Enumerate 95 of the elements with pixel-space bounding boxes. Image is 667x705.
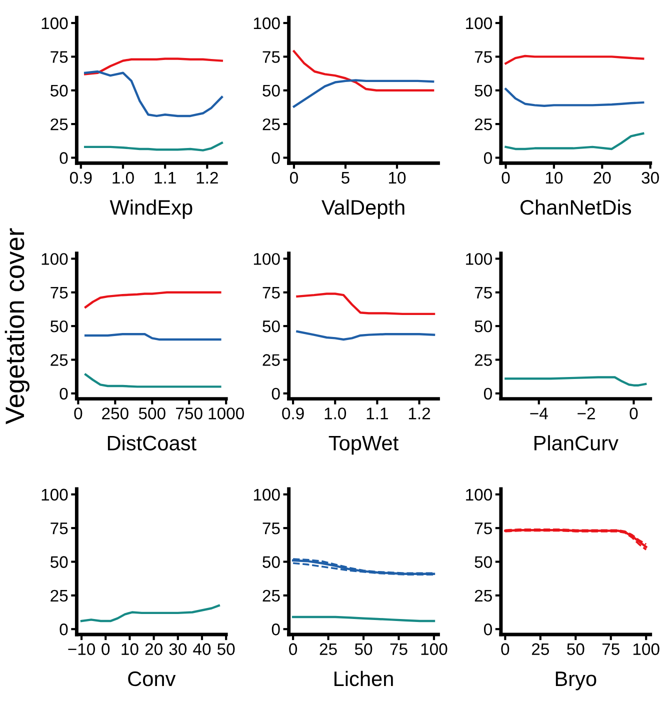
x-tick-label: 5 <box>342 172 350 184</box>
x-tick-label: 50 <box>567 643 584 656</box>
y-tick-label: 50 <box>474 84 492 97</box>
x-tick-label: 0 <box>290 172 298 184</box>
y-tick-label: 100 <box>42 253 68 265</box>
x-tick-label: 10 <box>389 172 406 184</box>
x-tick-label: 20 <box>145 643 162 656</box>
x-tick-label: 1.2 <box>196 172 218 184</box>
y-tick-label: 75 <box>474 522 492 534</box>
x-tick-label: 1.1 <box>154 172 176 184</box>
x-tick-label: 75 <box>390 643 408 656</box>
x-axis-title: Conv <box>128 671 176 686</box>
y-tick-label: 75 <box>474 286 492 299</box>
x-axis-title: DistCoast <box>108 435 196 450</box>
y-axis-title: Vegetation cover <box>4 228 30 424</box>
y-tick-label: 75 <box>50 51 68 63</box>
y-tick-label: 100 <box>254 488 280 501</box>
y-tick-label: 25 <box>262 590 280 602</box>
x-tick-label: 1.0 <box>324 408 346 420</box>
y-tick-label: 50 <box>474 320 492 332</box>
x-axis-title: ValDepth <box>322 199 404 219</box>
x-tick-label: 20 <box>594 172 611 184</box>
y-tick-label: 50 <box>50 320 68 332</box>
x-axis-title: TopWet <box>328 436 398 455</box>
x-tick-label: 25 <box>532 643 549 656</box>
y-tick-label: 100 <box>254 253 280 265</box>
x-tick-label: 40 <box>193 643 211 656</box>
y-tick-label: 0 <box>272 624 280 636</box>
y-tick-label: 75 <box>50 286 68 299</box>
x-tick-label: 100 <box>633 643 660 656</box>
x-tick-label: 750 <box>176 408 202 420</box>
x-tick-label: 0 <box>74 408 82 420</box>
x-tick-label: 10 <box>122 643 138 656</box>
x-tick-label: 0 <box>501 643 510 656</box>
x-tick-label: −10 <box>68 643 96 656</box>
y-tick-label: 100 <box>466 17 492 30</box>
y-tick-label: 0 <box>484 624 492 636</box>
y-tick-label: 50 <box>262 320 280 332</box>
y-tick-label: 50 <box>50 84 68 97</box>
y-tick-label: 0 <box>60 152 68 164</box>
y-tick-label: 25 <box>50 354 68 366</box>
x-tick-label: −4 <box>530 408 548 420</box>
y-tick-label: 25 <box>50 118 68 130</box>
y-tick-label: 50 <box>474 556 492 568</box>
y-tick-label: 0 <box>484 388 492 400</box>
y-tick-label: 75 <box>262 522 280 534</box>
x-tick-label: 30 <box>642 172 659 184</box>
x-tick-label: 500 <box>138 408 166 420</box>
y-tick-label: 50 <box>262 84 280 97</box>
y-tick-label: 25 <box>50 590 68 602</box>
x-tick-label: 100 <box>421 643 448 656</box>
y-tick-label: 0 <box>60 624 68 636</box>
x-tick-label: 1.1 <box>366 408 388 420</box>
x-axis-title: PlanCurv <box>534 435 618 450</box>
x-axis-title: Lichen <box>334 670 393 686</box>
y-tick-label: 50 <box>262 556 280 568</box>
y-tick-label: 100 <box>466 488 492 501</box>
y-tick-label: 100 <box>466 253 492 265</box>
x-tick-label: 1.2 <box>408 408 430 420</box>
x-tick-label: 0.9 <box>282 408 304 420</box>
x-tick-label: 0 <box>502 172 510 184</box>
y-tick-label: 25 <box>474 354 492 366</box>
x-axis-title: ChanNetDis <box>520 199 632 215</box>
x-tick-label: 10 <box>546 172 563 184</box>
y-tick-label: 100 <box>254 17 280 30</box>
x-tick-label: 50 <box>354 643 372 656</box>
y-tick-label: 100 <box>42 17 68 30</box>
x-axis-title: WindExp <box>110 199 192 219</box>
y-tick-label: 25 <box>474 118 492 130</box>
y-tick-label: 25 <box>262 118 280 130</box>
y-tick-label: 75 <box>262 51 280 63</box>
x-tick-label: 25 <box>320 643 337 656</box>
y-tick-label: 0 <box>272 388 280 400</box>
y-tick-label: 25 <box>474 590 492 602</box>
x-tick-label: 50 <box>217 643 235 656</box>
y-tick-label: 75 <box>262 286 280 299</box>
y-tick-label: 25 <box>262 354 280 366</box>
x-axis-title: Bryo <box>556 672 596 690</box>
x-tick-label: −2 <box>578 408 595 420</box>
x-tick-label: 0.9 <box>70 172 92 184</box>
y-tick-label: 50 <box>50 556 68 568</box>
y-tick-label: 0 <box>272 152 280 164</box>
x-tick-label: 0 <box>102 643 110 656</box>
x-tick-label: 75 <box>602 643 620 656</box>
x-tick-label: 30 <box>169 643 187 656</box>
x-tick-label: 1.0 <box>112 172 134 184</box>
y-tick-label: 75 <box>474 51 492 63</box>
x-tick-label: 250 <box>102 408 128 420</box>
y-tick-label: 100 <box>42 488 68 501</box>
x-tick-label: 0 <box>630 408 638 420</box>
y-tick-label: 0 <box>60 388 68 400</box>
y-tick-label: 75 <box>50 522 68 534</box>
y-tick-label: 0 <box>484 152 492 164</box>
x-tick-label: 1000 <box>208 408 244 420</box>
x-tick-label: 0 <box>289 643 298 656</box>
